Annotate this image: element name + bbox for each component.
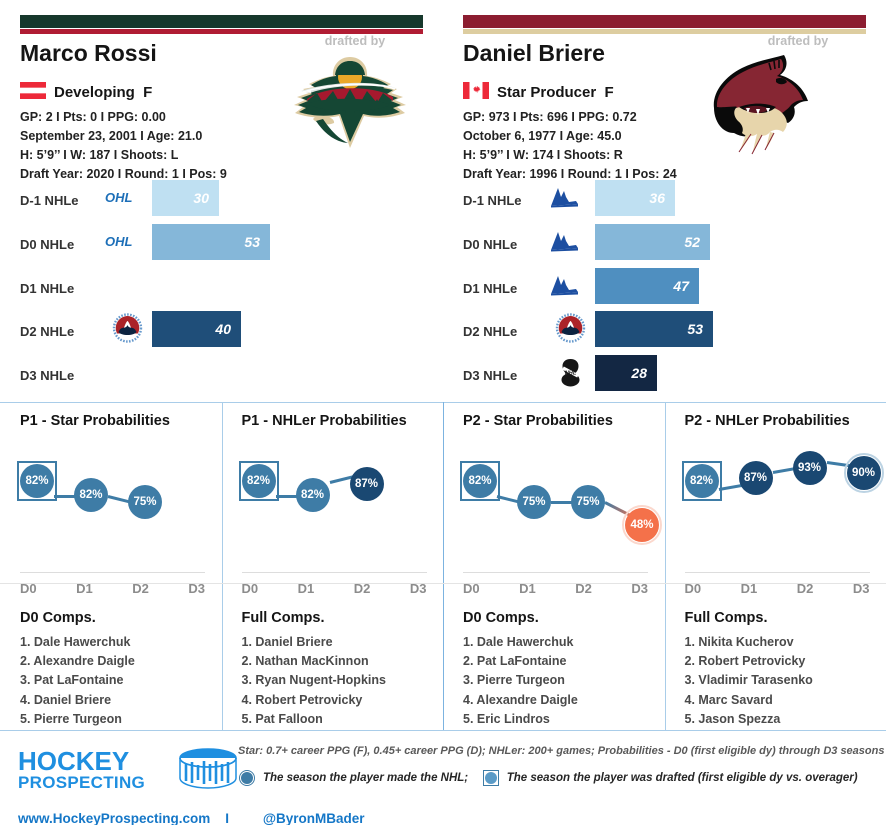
svg-text:NHL: NHL [565, 370, 577, 376]
svg-text:PROSPECTING: PROSPECTING [18, 773, 145, 792]
svg-text:OHL: OHL [105, 190, 133, 205]
svg-text:HOCKEY: HOCKEY [18, 746, 129, 776]
svg-text:OHL: OHL [105, 234, 133, 249]
